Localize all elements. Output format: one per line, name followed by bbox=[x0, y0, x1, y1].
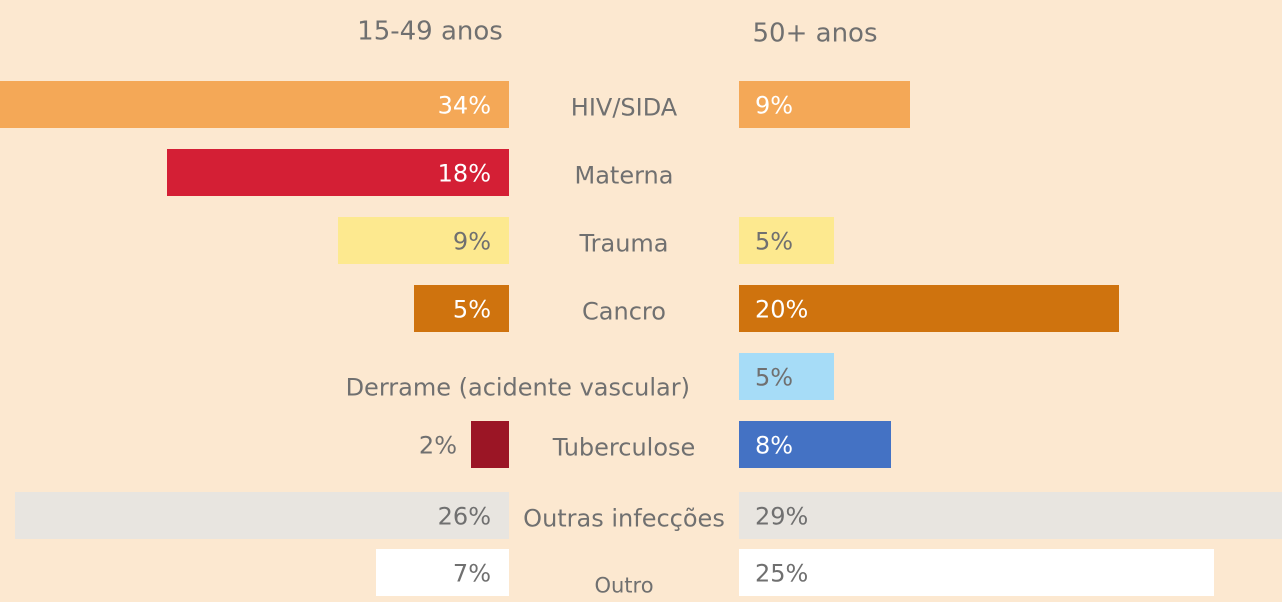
bar bbox=[0, 81, 509, 128]
value-label: 5% bbox=[453, 296, 491, 324]
value-label: 8% bbox=[755, 432, 793, 460]
category-label: Tuberculose bbox=[552, 434, 696, 462]
value-label: 2% bbox=[419, 432, 457, 460]
value-label: 26% bbox=[438, 503, 491, 531]
bar bbox=[739, 549, 1214, 596]
category-label: HIV/SIDA bbox=[571, 94, 678, 122]
bar bbox=[739, 492, 1282, 539]
bar bbox=[739, 421, 891, 468]
category-label: Trauma bbox=[578, 230, 668, 258]
category-label: Outro bbox=[594, 574, 653, 598]
category-label: Cancro bbox=[582, 298, 666, 326]
value-label: 9% bbox=[755, 92, 793, 120]
bar bbox=[15, 492, 509, 539]
bar bbox=[739, 217, 834, 264]
value-label: 5% bbox=[755, 364, 793, 392]
left-header: 15-49 anos bbox=[357, 17, 503, 47]
bar bbox=[739, 353, 834, 400]
category-label: Outras infecções bbox=[523, 505, 725, 533]
bar bbox=[471, 421, 509, 468]
value-label: 7% bbox=[453, 560, 491, 588]
right-header: 50+ anos bbox=[753, 19, 878, 49]
bar bbox=[167, 149, 509, 196]
value-label: 29% bbox=[755, 503, 808, 531]
bar bbox=[338, 217, 509, 264]
bar bbox=[739, 81, 910, 128]
value-label: 20% bbox=[755, 296, 808, 324]
value-label: 25% bbox=[755, 560, 808, 588]
bar bbox=[414, 285, 509, 332]
value-label: 5% bbox=[755, 228, 793, 256]
value-label: 18% bbox=[438, 160, 491, 188]
bar bbox=[376, 549, 509, 596]
category-label: Materna bbox=[575, 162, 674, 190]
value-label: 34% bbox=[438, 92, 491, 120]
bar bbox=[739, 285, 1119, 332]
value-label: 9% bbox=[453, 228, 491, 256]
category-label: Derrame (acidente vascular) bbox=[346, 374, 690, 402]
